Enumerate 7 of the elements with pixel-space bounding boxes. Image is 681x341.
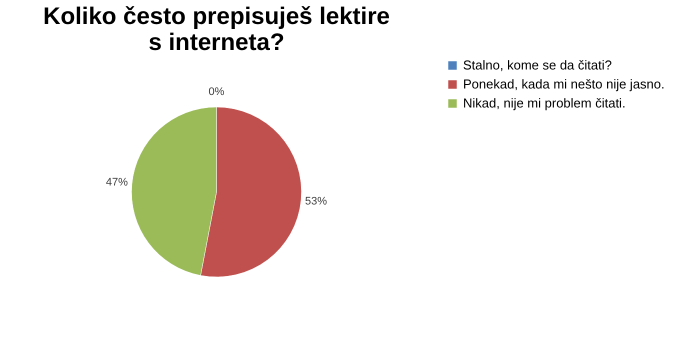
- chart-title: Koliko često prepisuješ lektire s interneta?: [43, 3, 390, 56]
- text: 0%: [208, 86, 224, 98]
- data-label: 53%: [305, 195, 328, 208]
- legend-label: Stalno, kome se da čitati?: [463, 58, 612, 72]
- data-label: 47%: [106, 176, 128, 189]
- legend-label: Ponekad, kada mi nešto nije jasno.: [463, 76, 665, 92]
- legend-label: Nikad, nije mi problem čitati.: [463, 96, 626, 110]
